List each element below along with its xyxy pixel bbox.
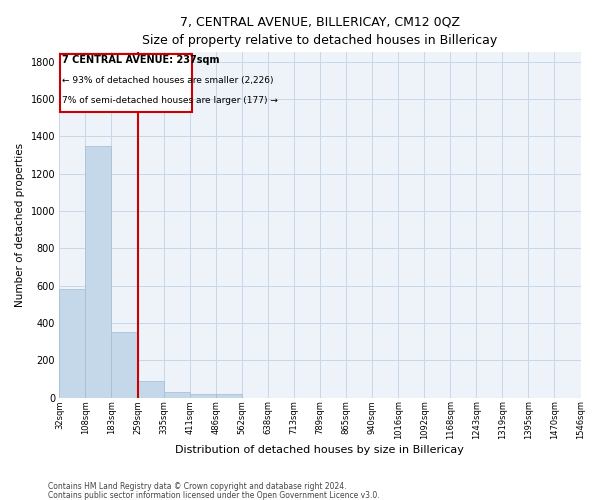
Bar (190, 394, 215, 398)
Text: 7% of semi-detached houses are larger (177) →: 7% of semi-detached houses are larger (1… (62, 96, 278, 105)
Bar (137, 380, 164, 398)
Bar (59, 290, 85, 398)
Title: 7, CENTRAL AVENUE, BILLERICAY, CM12 0QZ
Size of property relative to detached ho: 7, CENTRAL AVENUE, BILLERICAY, CM12 0QZ … (142, 15, 497, 47)
Text: Contains HM Land Registry data © Crown copyright and database right 2024.: Contains HM Land Registry data © Crown c… (48, 482, 347, 491)
Text: ← 93% of detached houses are smaller (2,226): ← 93% of detached houses are smaller (2,… (62, 76, 274, 85)
Text: 7 CENTRAL AVENUE: 237sqm: 7 CENTRAL AVENUE: 237sqm (62, 55, 220, 65)
X-axis label: Distribution of detached houses by size in Billericay: Distribution of detached houses by size … (175, 445, 464, 455)
Text: Contains public sector information licensed under the Open Government Licence v3: Contains public sector information licen… (48, 490, 380, 500)
Bar (164, 392, 190, 398)
FancyBboxPatch shape (60, 54, 192, 112)
Bar (85, 146, 112, 398)
Bar (215, 394, 242, 398)
Y-axis label: Number of detached properties: Number of detached properties (15, 143, 25, 307)
Bar (112, 332, 137, 398)
